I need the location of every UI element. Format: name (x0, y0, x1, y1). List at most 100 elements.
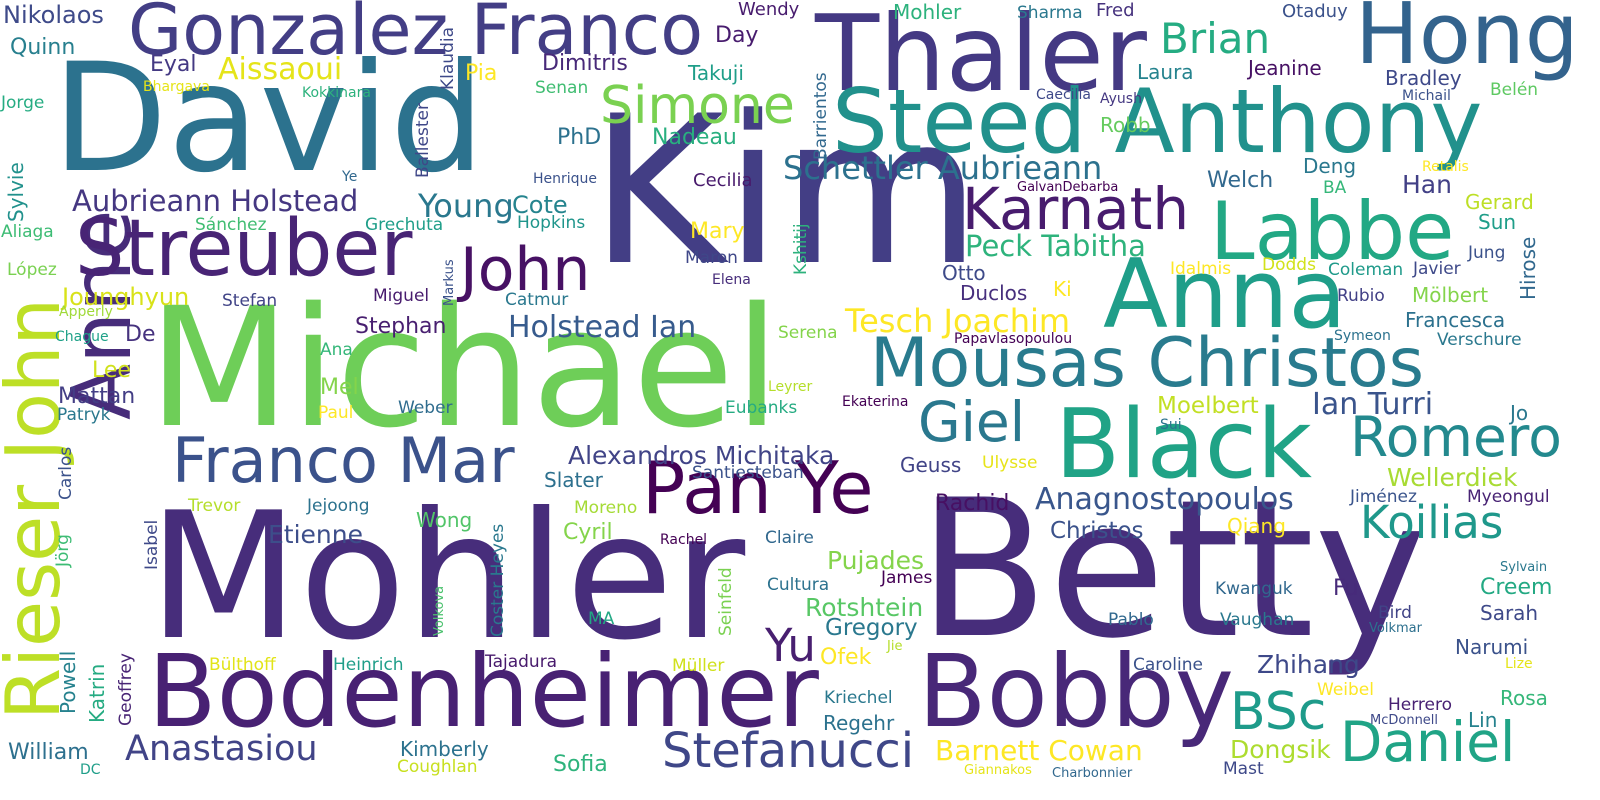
word-herrero: Herrero (1388, 695, 1453, 715)
word-patryk: Patryk (57, 405, 111, 425)
word-kwanguk: Kwanguk (1215, 579, 1293, 599)
word-thaler: Thaler (815, 0, 1147, 115)
word-symeon: Symeon (1334, 328, 1391, 344)
word-yu: Yu (765, 619, 816, 672)
word-hong: Hong (1355, 0, 1579, 84)
word-rotshtein: Rotshtein (805, 593, 924, 622)
word-paul: Paul (318, 403, 354, 423)
word-holstead-ian: Holstead Ian (508, 310, 697, 345)
word-narumi: Narumi (1455, 635, 1529, 659)
word-mohler: Mohler (893, 0, 962, 24)
word-dodds: Dodds (1262, 255, 1316, 275)
word-catmur: Catmur (505, 290, 569, 310)
word-jejoong: Jejoong (307, 496, 370, 516)
word-miguel: Miguel (373, 286, 430, 306)
word-wellerdiek: Wellerdiek (1387, 463, 1518, 492)
word-hopkins: Hopkins (517, 213, 586, 233)
word-young: Young (418, 187, 514, 225)
word-ian-turri: Ian Turri (1312, 387, 1434, 422)
word-fred: Fred (1096, 0, 1135, 21)
word-robb: Robb (1100, 113, 1151, 137)
word-ye: Ye (342, 169, 358, 185)
word-sarah: Sarah (1480, 601, 1539, 625)
word-trevor: Trevor (188, 496, 241, 516)
word-jo: Jo (1510, 401, 1529, 425)
word-pujades: Pujades (827, 546, 925, 575)
word-belen: Belén (1490, 80, 1539, 100)
word-anagnostopoulos: Anagnostopoulos (1035, 482, 1294, 517)
word-simone: Simone (600, 76, 795, 136)
word-aubrieann-holstead: Aubrieann Holstead (72, 184, 359, 218)
word-mcdonnell: McDonnell (1370, 713, 1439, 728)
word-nadeau: Nadeau (652, 125, 737, 150)
word-seinfeld: Seinfeld (716, 567, 736, 636)
word-michail: Michail (1402, 88, 1451, 104)
word-mast: Mast (1223, 759, 1264, 779)
word-kshitij: Kshitij (791, 223, 811, 275)
word-charbonnier: Charbonnier (1052, 766, 1133, 781)
word-bradley: Bradley (1385, 66, 1462, 90)
word-christos: Christos (1050, 518, 1144, 544)
word-sharma: Sharma (1017, 3, 1083, 23)
word-retalis: Retalis (1422, 159, 1469, 175)
word-pan-ye: Pan Ye (642, 446, 874, 530)
word-streuber: Streuber (75, 204, 413, 294)
word-john: John (460, 235, 591, 305)
word-ki: Ki (1053, 277, 1072, 301)
word-apperly: Apperly (59, 304, 113, 320)
word-deng: Deng (1303, 154, 1357, 178)
word-brian: Brian (1160, 14, 1271, 63)
word-han: Han (1402, 170, 1452, 199)
word-weibel: Weibel (1317, 680, 1374, 700)
word-duclos: Duclos (960, 281, 1028, 305)
word-mel: Mel (320, 375, 359, 400)
word-etienne: Etienne (268, 520, 363, 549)
word-karnath: Karnath (962, 175, 1190, 243)
word-anastasiou: Anastasiou (125, 729, 318, 769)
word-mary: Mary (690, 219, 745, 244)
word-lin: Lin (1468, 708, 1498, 732)
word-vaughan: Vaughan (1220, 610, 1295, 630)
word-takuji: Takuji (688, 61, 744, 85)
word-black: Black (1055, 390, 1313, 500)
word-kriechel: Kriechel (824, 688, 893, 708)
word-aissaoui: Aissaoui (218, 52, 343, 87)
word-cyril: Cyril (563, 520, 613, 545)
word-daniel: Daniel (1340, 710, 1516, 774)
word-volkova: Volkova (432, 585, 447, 636)
word-cultura: Cultura (767, 575, 830, 595)
word-david: David (52, 32, 486, 206)
word-moelbert: Moelbert (1157, 393, 1259, 419)
word-ofek: Ofek (820, 645, 872, 670)
word-galvandebarba: GalvanDebarba (1017, 180, 1119, 195)
word-idalmis: Idalmis (1170, 259, 1232, 279)
word-kimberly: Kimberly (400, 737, 489, 761)
word-romero: Romero (1350, 405, 1562, 469)
word-jimenez: Jiménez (1350, 487, 1417, 507)
word-rachid: Rachid (935, 491, 1010, 516)
word-santiesteban: Santiesteban (692, 463, 804, 483)
word-francesca: Francesca (1405, 308, 1506, 332)
word-caroline: Caroline (1133, 655, 1203, 675)
word-aliaga: Aliaga (1, 222, 54, 242)
word-zhihang: Zhihang (1257, 650, 1360, 679)
word-ma: MA (588, 609, 615, 629)
word-weber: Weber (398, 398, 453, 418)
word-laura: Laura (1137, 60, 1194, 84)
word-mattan: Mattan (58, 384, 136, 409)
word-cecilia: Cecilia (693, 170, 753, 191)
word-welch: Welch (1207, 168, 1274, 193)
word-schettler-aubrieann: Schettler Aubrieann (783, 149, 1103, 187)
word-alexandros-michitaka: Alexandros Michitaka (568, 441, 835, 470)
word-tesch-joachim: Tesch Joachim (845, 302, 1071, 340)
word-rachel: Rachel (660, 532, 708, 548)
word-giel: Giel (918, 390, 1026, 454)
word-pia: Pia (465, 61, 498, 86)
word-bodenheimer: Bodenheimer (148, 633, 819, 750)
word-michael: Michael (148, 272, 780, 464)
word-gregory: Gregory (825, 615, 918, 641)
word-geuss: Geuss (900, 453, 962, 477)
word-dongsik: Dongsik (1230, 735, 1331, 764)
word-coster-heyes: Coster Heyes (488, 523, 508, 637)
